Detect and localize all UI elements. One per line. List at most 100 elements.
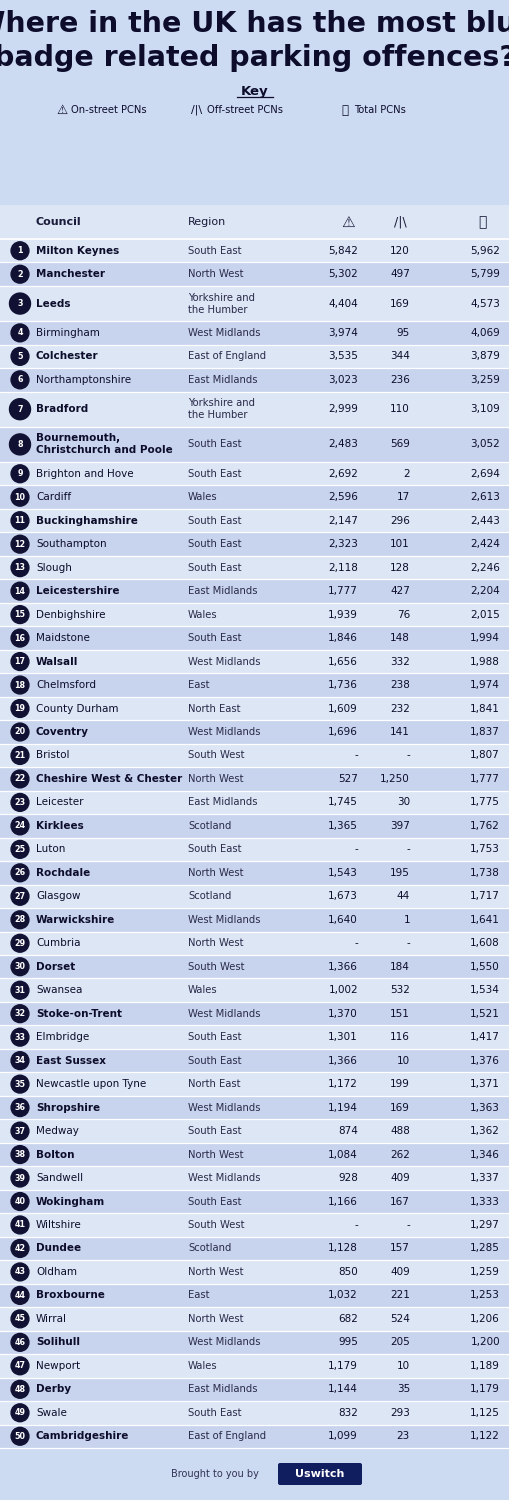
Text: 3,259: 3,259 <box>469 375 499 386</box>
Text: 1,777: 1,777 <box>327 586 357 596</box>
Text: 1,297: 1,297 <box>469 1220 499 1230</box>
Text: Bristol: Bristol <box>36 750 69 760</box>
Text: 39: 39 <box>14 1173 25 1182</box>
Text: West Midlands: West Midlands <box>188 328 260 338</box>
Text: 1,125: 1,125 <box>469 1408 499 1418</box>
Text: 3,052: 3,052 <box>469 440 499 450</box>
Text: 1,337: 1,337 <box>469 1173 499 1184</box>
Text: North West: North West <box>188 774 243 784</box>
Text: 49: 49 <box>14 1408 25 1418</box>
Text: East Midlands: East Midlands <box>188 375 257 386</box>
Text: West Midlands: West Midlands <box>188 915 260 926</box>
FancyBboxPatch shape <box>0 815 509 837</box>
Text: 1,333: 1,333 <box>469 1197 499 1206</box>
FancyBboxPatch shape <box>0 978 509 1002</box>
Text: 116: 116 <box>389 1032 409 1042</box>
Text: 10: 10 <box>396 1360 409 1371</box>
FancyBboxPatch shape <box>0 837 509 861</box>
FancyBboxPatch shape <box>0 1048 509 1072</box>
Circle shape <box>11 266 29 284</box>
FancyBboxPatch shape <box>0 650 509 674</box>
Text: 1,673: 1,673 <box>327 891 357 902</box>
Text: Cheshire West & Chester: Cheshire West & Chester <box>36 774 182 784</box>
FancyBboxPatch shape <box>0 286 509 321</box>
Text: 2,692: 2,692 <box>327 470 357 478</box>
Text: East of England: East of England <box>188 351 266 361</box>
Text: Wales: Wales <box>188 986 217 994</box>
Text: West Midlands: West Midlands <box>188 657 260 666</box>
Text: 3,974: 3,974 <box>327 328 357 338</box>
Text: Region: Region <box>188 217 226 226</box>
Text: Colchester: Colchester <box>36 351 98 361</box>
Text: Elmbridge: Elmbridge <box>36 1032 89 1042</box>
Circle shape <box>11 348 29 366</box>
Text: 3,535: 3,535 <box>327 351 357 361</box>
FancyBboxPatch shape <box>0 1260 509 1284</box>
Text: 42: 42 <box>14 1244 25 1252</box>
Circle shape <box>11 1404 29 1422</box>
Text: 1,640: 1,640 <box>328 915 357 926</box>
Text: Rochdale: Rochdale <box>36 868 90 877</box>
Text: 1,128: 1,128 <box>327 1244 357 1254</box>
Text: 1: 1 <box>17 246 23 255</box>
Text: -: - <box>354 939 357 948</box>
Text: 12: 12 <box>14 540 25 549</box>
Circle shape <box>11 818 29 836</box>
Circle shape <box>11 1146 29 1164</box>
Text: 1,363: 1,363 <box>469 1102 499 1113</box>
Text: South East: South East <box>188 1197 241 1206</box>
FancyBboxPatch shape <box>0 674 509 698</box>
Text: Leicestershire: Leicestershire <box>36 586 119 596</box>
Text: 2,204: 2,204 <box>469 586 499 596</box>
Text: Derby: Derby <box>36 1384 71 1395</box>
FancyBboxPatch shape <box>0 1119 509 1143</box>
Text: 28: 28 <box>14 915 25 924</box>
Text: Oldham: Oldham <box>36 1268 77 1276</box>
Text: 332: 332 <box>389 657 409 666</box>
Text: South East: South East <box>188 516 241 525</box>
Text: Cambridgeshire: Cambridgeshire <box>36 1431 129 1442</box>
Text: 1,988: 1,988 <box>469 657 499 666</box>
Text: 1,370: 1,370 <box>328 1008 357 1019</box>
Circle shape <box>11 1380 29 1398</box>
Text: 120: 120 <box>389 246 409 255</box>
Text: 236: 236 <box>389 375 409 386</box>
Text: 1,745: 1,745 <box>327 798 357 807</box>
FancyBboxPatch shape <box>0 861 509 885</box>
Text: Southampton: Southampton <box>36 538 106 549</box>
Text: 850: 850 <box>337 1268 357 1276</box>
Text: Bradford: Bradford <box>36 404 88 414</box>
Circle shape <box>11 1076 29 1094</box>
Text: Swansea: Swansea <box>36 986 82 994</box>
Text: Scotland: Scotland <box>188 821 231 831</box>
Text: South East: South East <box>188 1032 241 1042</box>
Text: 928: 928 <box>337 1173 357 1184</box>
Circle shape <box>11 699 29 717</box>
Text: 1,194: 1,194 <box>327 1102 357 1113</box>
Text: 5,799: 5,799 <box>469 268 499 279</box>
Text: West Midlands: West Midlands <box>188 1173 260 1184</box>
Text: 169: 169 <box>389 1102 409 1113</box>
FancyBboxPatch shape <box>0 908 509 932</box>
Circle shape <box>11 370 29 388</box>
Text: 1,736: 1,736 <box>327 680 357 690</box>
Text: Uswitch: Uswitch <box>295 1468 344 1479</box>
Text: 32: 32 <box>14 1010 25 1019</box>
FancyBboxPatch shape <box>0 1096 509 1119</box>
Text: Where in the UK has the most blue
badge related parking offences?: Where in the UK has the most blue badge … <box>0 10 509 72</box>
Text: 169: 169 <box>389 298 409 309</box>
Text: South East: South East <box>188 844 241 855</box>
Text: Scotland: Scotland <box>188 1244 231 1254</box>
FancyBboxPatch shape <box>0 698 509 720</box>
Text: 195: 195 <box>389 868 409 877</box>
FancyBboxPatch shape <box>0 1377 509 1401</box>
Text: 1,166: 1,166 <box>327 1197 357 1206</box>
Text: 344: 344 <box>389 351 409 361</box>
Text: South East: South East <box>188 1126 241 1136</box>
Text: 497: 497 <box>389 268 409 279</box>
Text: 1,837: 1,837 <box>469 728 499 736</box>
Circle shape <box>11 958 29 975</box>
FancyBboxPatch shape <box>0 1306 509 1330</box>
Text: North East: North East <box>188 1078 240 1089</box>
Text: Slough: Slough <box>36 562 72 573</box>
